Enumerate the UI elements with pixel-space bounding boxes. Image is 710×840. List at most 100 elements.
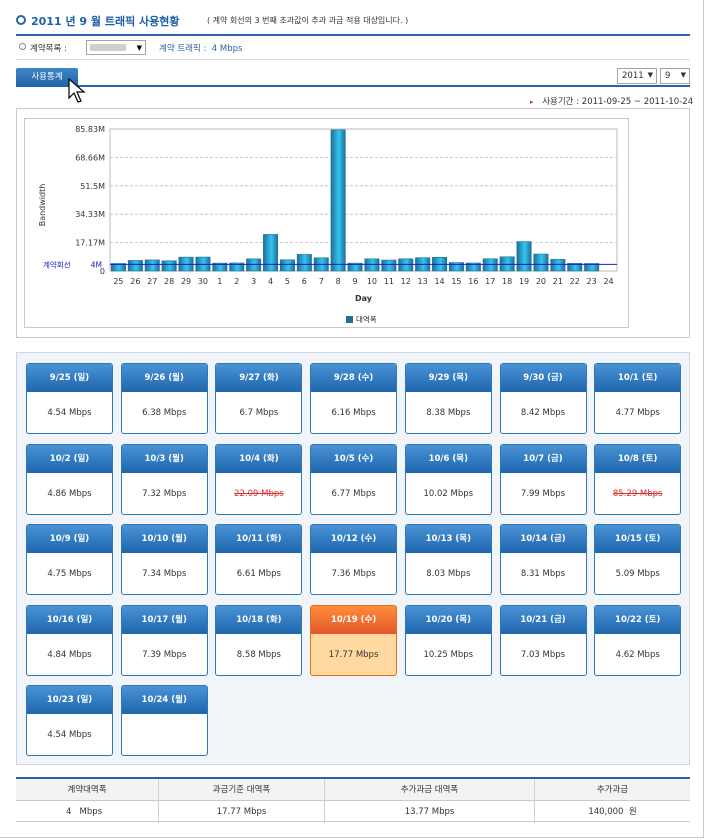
day-card: 10/24 (월) bbox=[120, 685, 208, 756]
day-card: 9/30 (금) 8.42 Mbps bbox=[499, 363, 587, 434]
x-tick-label: 11 bbox=[384, 277, 394, 286]
month-select[interactable]: 9 ▼ bbox=[660, 68, 690, 84]
chart-bar bbox=[212, 262, 228, 272]
x-tick-label: 8 bbox=[336, 277, 341, 286]
day-card-value: 8.42 Mbps bbox=[520, 408, 566, 418]
page-subtitle: ( 계약 회선의 3 번째 초과값이 추과 과금 적용 대상입니다. ) bbox=[207, 16, 409, 25]
chart-bar bbox=[550, 259, 566, 272]
day-card-date: 9/29 (목) bbox=[405, 364, 491, 392]
x-tick-label: 15 bbox=[451, 277, 461, 286]
legend-swatch bbox=[346, 316, 353, 323]
tab-usage-stats[interactable]: 사용통계 bbox=[16, 68, 78, 87]
day-card-value: 7.32 Mbps bbox=[142, 488, 187, 499]
day-card: 10/3 (월) 7.32 Mbps bbox=[120, 443, 208, 515]
day-card-date: 10/24 (월) bbox=[121, 686, 207, 714]
summary-header-row: 계약대역폭 과금기준 대역폭 추가과금 대역폭 추가과금 bbox=[16, 779, 690, 801]
day-card-date: 10/12 (수) bbox=[311, 525, 397, 553]
day-card-date: 10/20 (목) bbox=[405, 605, 491, 634]
day-card-value: 4.54 Mbps bbox=[47, 730, 92, 740]
chart-bar bbox=[144, 259, 160, 272]
day-card: 10/17 (월) 7.39 Mbps bbox=[120, 604, 208, 676]
contract-traffic-label: 계약 트래픽 : bbox=[159, 44, 207, 54]
y-tick-label: 68.66M bbox=[75, 153, 105, 162]
x-tick-label: 22 bbox=[570, 277, 580, 286]
day-card: 10/2 (일) 4.86 Mbps bbox=[26, 443, 113, 515]
day-card: 10/20 (목) 10.25 Mbps bbox=[404, 604, 492, 676]
contract-traffic: 계약 트래픽 : 4 Mbps bbox=[159, 42, 242, 54]
y-tick-label: 34.33M bbox=[75, 210, 105, 219]
x-tick-label: 7 bbox=[319, 277, 324, 286]
day-card: 10/18 (화) 8.58 Mbps bbox=[215, 604, 303, 676]
chart-bar bbox=[533, 253, 549, 272]
x-tick-label: 13 bbox=[418, 277, 428, 286]
chart-bar bbox=[364, 258, 380, 272]
day-card-date: 9/30 (금) bbox=[500, 364, 586, 392]
day-card-value: 6.61 Mbps bbox=[236, 569, 281, 579]
day-card-value: 6.38 Mbps bbox=[142, 408, 187, 418]
day-card-date: 10/1 (토) bbox=[595, 364, 681, 392]
day-card-value: 5.09 Mbps bbox=[615, 569, 660, 579]
day-card-date: 10/13 (목) bbox=[405, 525, 491, 553]
y-tick-label: 17.17M bbox=[75, 239, 105, 248]
x-tick-label: 17 bbox=[485, 277, 495, 286]
day-card-value: 6.16 Mbps bbox=[331, 408, 376, 418]
x-tick-label: 23 bbox=[587, 277, 597, 286]
x-tick-label: 29 bbox=[181, 277, 191, 286]
day-card-date: 10/2 (일) bbox=[27, 444, 112, 473]
chart-bar bbox=[161, 260, 177, 272]
day-card-value: 7.39 Mbps bbox=[142, 649, 187, 660]
chart-bar bbox=[296, 254, 312, 272]
day-card: 10/16 (일) 4.84 Mbps bbox=[26, 604, 113, 676]
x-tick-label: 5 bbox=[285, 277, 290, 286]
x-tick-label: 10 bbox=[367, 277, 377, 286]
circle-bullet-icon bbox=[16, 15, 26, 25]
day-card-value: 7.03 Mbps bbox=[520, 649, 566, 660]
x-tick-label: 27 bbox=[147, 277, 157, 286]
day-card: 10/8 (토) 85.29 Mbps bbox=[594, 443, 682, 515]
day-card-date: 10/5 (수) bbox=[311, 444, 397, 473]
chart-bar bbox=[229, 262, 245, 272]
day-card-value: 4.62 Mbps bbox=[615, 649, 660, 660]
day-card-value: 6.7 Mbps bbox=[239, 408, 279, 418]
redacted-contract-name bbox=[90, 44, 126, 51]
plot-area bbox=[109, 128, 618, 272]
title-bar: 2011 년 9 월 트래픽 사용현황 ( 계약 회선의 3 번째 초과값이 추… bbox=[16, 12, 690, 36]
day-card-value: 17.77 Mbps bbox=[328, 649, 379, 660]
day-card-value: 7.99 Mbps bbox=[520, 488, 566, 499]
day-card: 9/26 (월) 6.38 Mbps bbox=[120, 363, 208, 434]
day-card-value: 10.02 Mbps bbox=[423, 488, 474, 499]
chart-bar bbox=[279, 259, 295, 272]
chart-bar bbox=[381, 259, 397, 272]
contract-select[interactable]: ▼ bbox=[86, 40, 146, 55]
summary-billing-bw: 17.77 Mbps bbox=[158, 801, 324, 823]
x-tick-label: 20 bbox=[536, 277, 546, 286]
day-card-date: 9/25 (일) bbox=[27, 364, 112, 392]
day-card-value: 4.54 Mbps bbox=[47, 408, 92, 418]
year-select-value: 2011 bbox=[622, 71, 644, 81]
day-card: 10/11 (화) 6.61 Mbps bbox=[215, 524, 303, 595]
day-card: 10/12 (수) 7.36 Mbps bbox=[310, 524, 398, 595]
contract-traffic-value: 4 Mbps bbox=[211, 44, 243, 54]
day-card-date: 10/4 (화) bbox=[216, 444, 302, 473]
chart-bar bbox=[263, 234, 279, 272]
chart-bar bbox=[584, 263, 600, 272]
chart-panel: 85.83M 68.66M 51.5M 34.33M 17.17M 0 Bandwidth 2… bbox=[16, 108, 690, 338]
circle-arrow-icon bbox=[19, 43, 26, 50]
x-tick-label: 19 bbox=[519, 277, 529, 286]
year-select[interactable]: 2011 ▼ bbox=[617, 68, 657, 84]
day-card-date: 10/6 (목) bbox=[405, 444, 491, 473]
day-card-date: 10/16 (일) bbox=[27, 605, 112, 634]
chart-bar bbox=[567, 263, 583, 272]
day-card-value: 8.38 Mbps bbox=[426, 408, 471, 418]
day-card-value: 7.36 Mbps bbox=[331, 569, 376, 579]
chart-bar bbox=[330, 129, 346, 272]
y-axis-title: Bandwidth bbox=[38, 184, 47, 227]
day-card-value: 8.03 Mbps bbox=[426, 569, 471, 579]
y-tick-label: 51.5M bbox=[80, 182, 105, 191]
reference-line-value: 4M bbox=[91, 260, 102, 269]
x-tick-label: 3 bbox=[251, 277, 256, 286]
day-card: 9/27 (화) 6.7 Mbps bbox=[215, 363, 303, 434]
day-card-date: 10/9 (일) bbox=[27, 525, 112, 553]
chevron-down-icon: ▼ bbox=[680, 71, 686, 79]
